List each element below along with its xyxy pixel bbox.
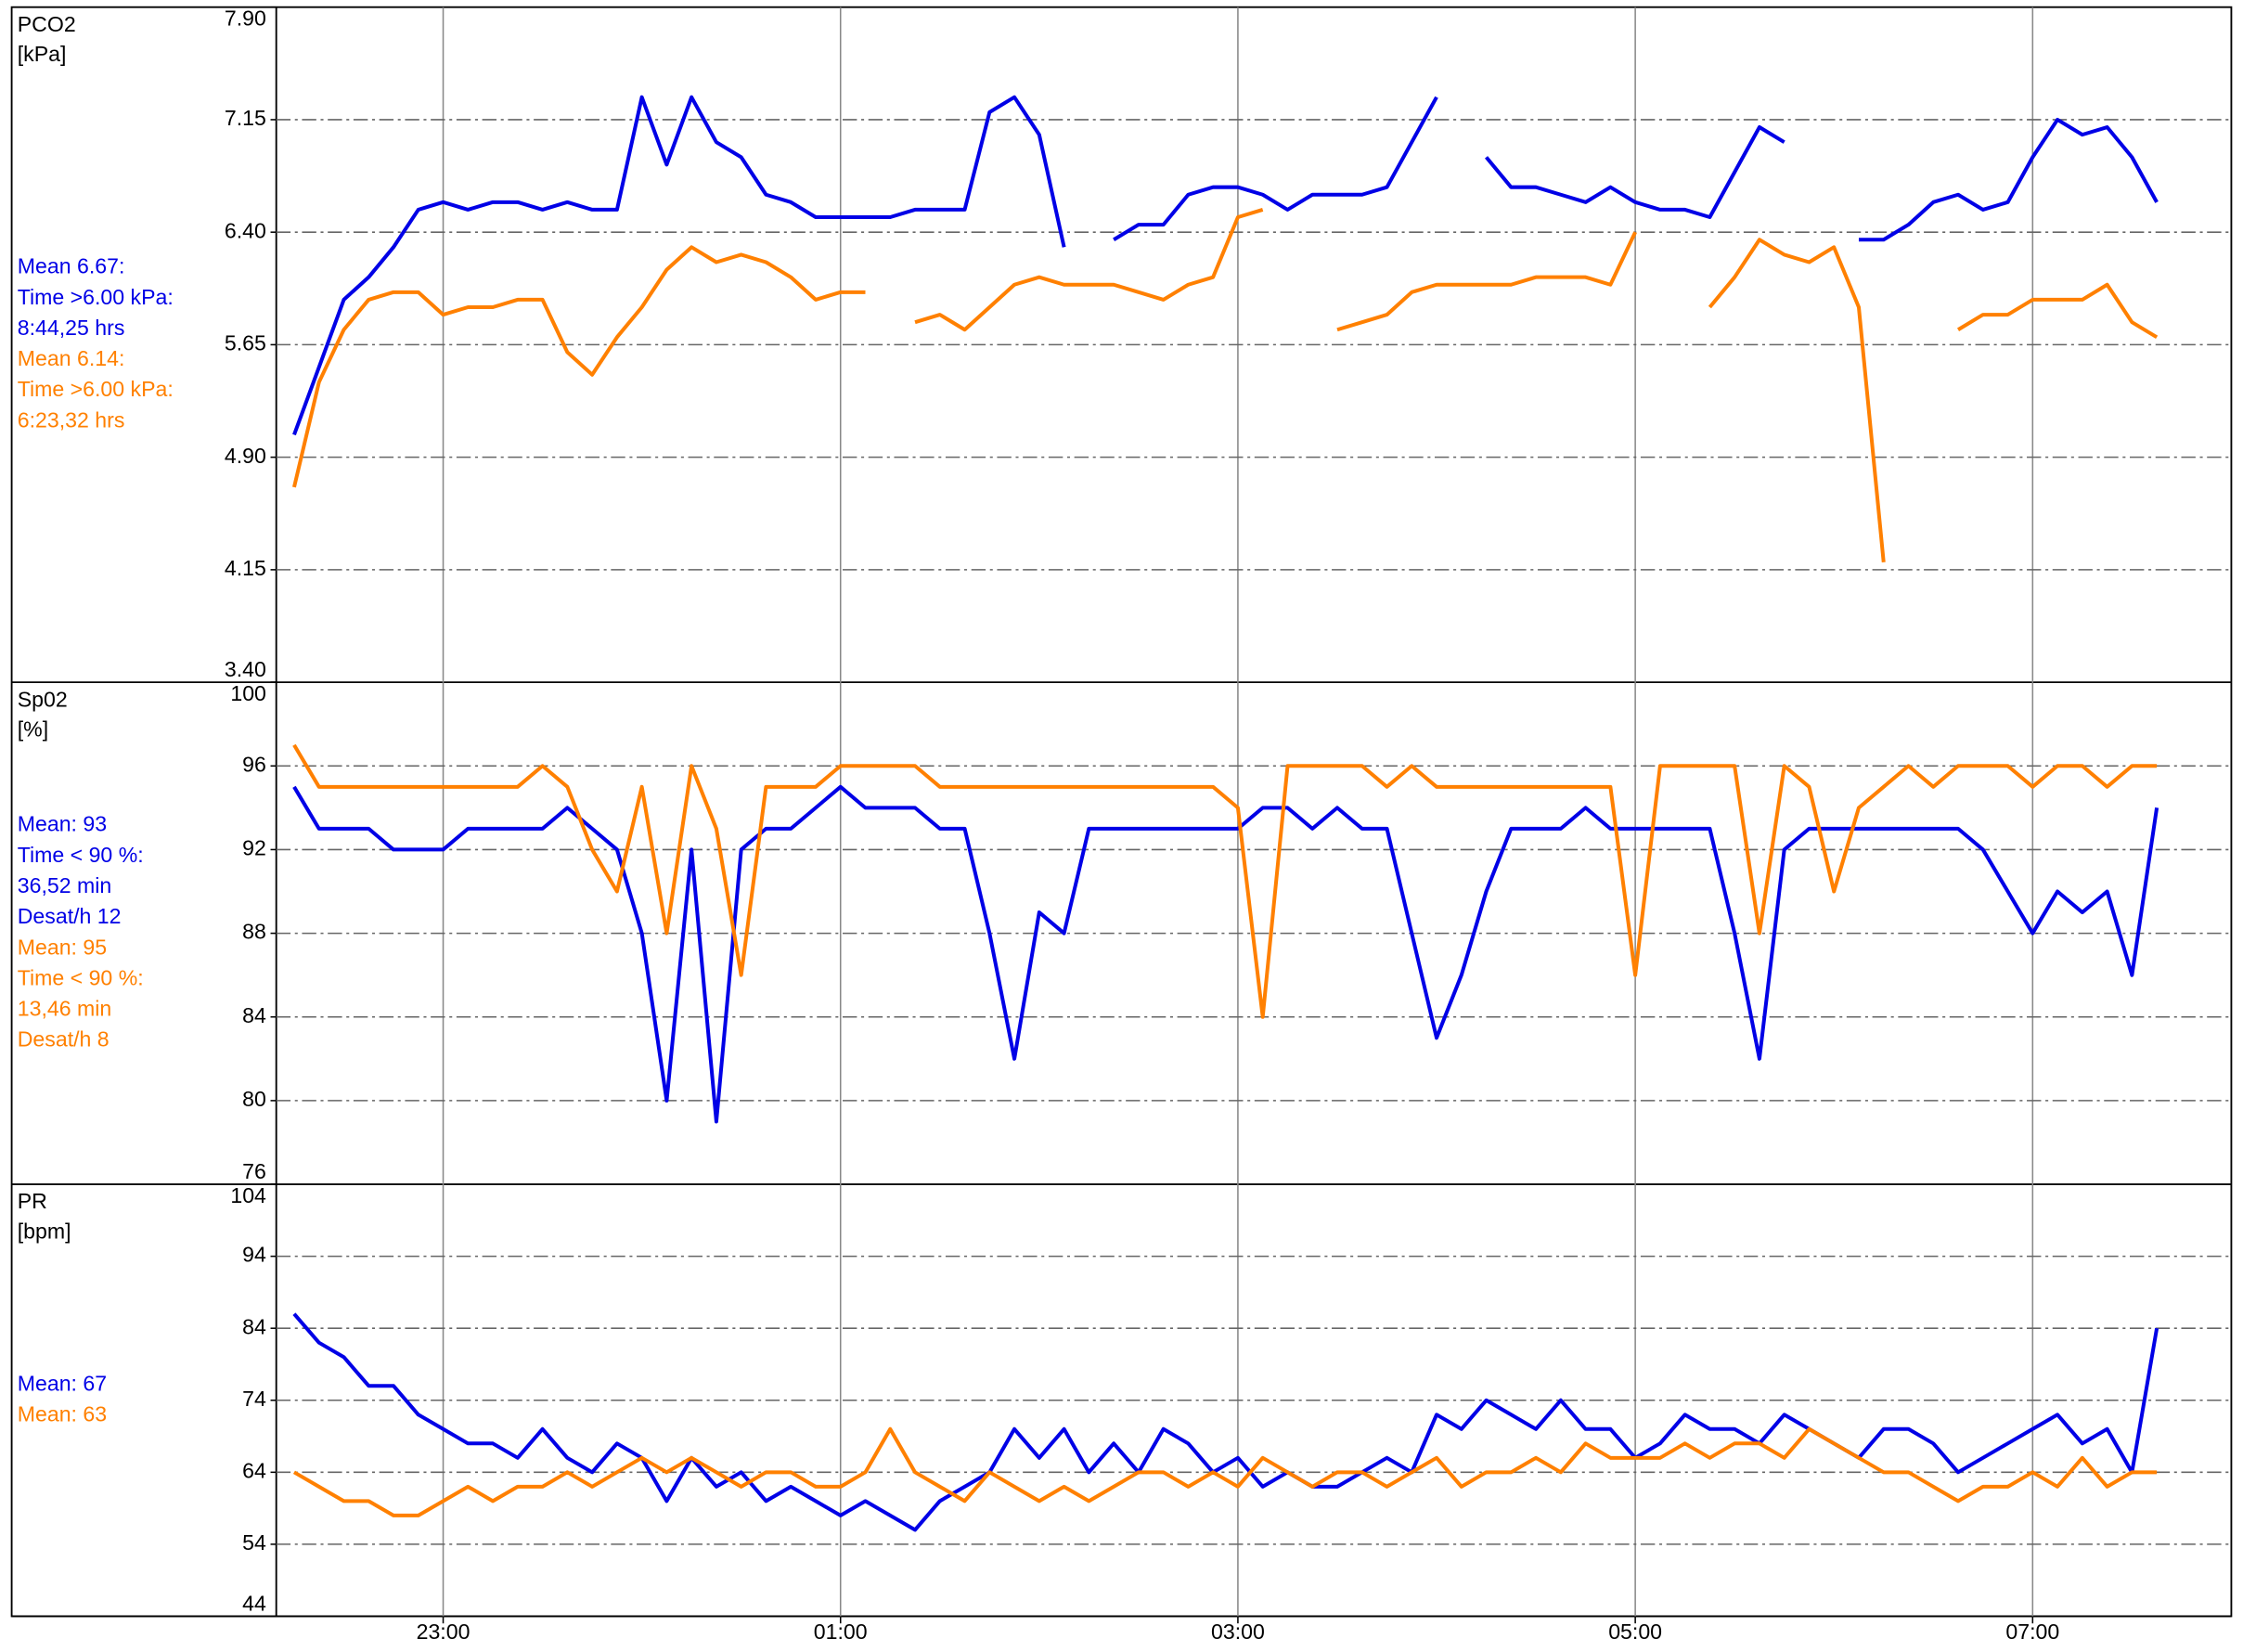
y-tick-label: 64 [242,1458,266,1482]
panel-unit: [bpm] [18,1220,71,1244]
y-tick-label: 74 [242,1387,266,1411]
y-tick-label: 96 [242,752,266,776]
x-tick-label: 05:00 [1608,1620,1662,1644]
summary-note: Mean: 93 [18,812,107,836]
y-tick-label: 6.40 [225,218,266,242]
panel-title: Sp02 [18,687,68,711]
x-tick-label: 01:00 [814,1620,868,1644]
summary-note: Time >6.00 kPa: [18,377,174,401]
data-line [292,1312,2159,1532]
data-line [292,1426,2158,1517]
summary-note: 36,52 min [18,873,112,897]
y-tick-label: 92 [242,836,266,860]
summary-note: Time < 90 %: [18,843,144,867]
y-tick-label: 44 [242,1591,266,1615]
panel-title: PCO2 [18,12,76,36]
y-tick-label: 5.65 [225,331,266,355]
panel-unit: [%] [18,717,48,742]
y-tick-label: 76 [242,1159,266,1183]
summary-note: Mean: 95 [18,935,107,959]
x-tick-label: 07:00 [2005,1620,2059,1644]
y-tick-label: 3.40 [225,657,266,681]
panel-title: PR [18,1189,47,1213]
y-tick-label: 80 [242,1087,266,1111]
panel: PR [bpm] 44 54 64 74 84 94 104 23:00 01:00 03:00 05:… [11,1183,2232,1644]
data-line [292,208,2159,562]
y-tick-label: 4.90 [225,444,266,468]
y-tick-label: 7.90 [225,6,266,31]
y-tick-label: 7.15 [225,106,266,130]
summary-note: Mean: 67 [18,1371,107,1395]
y-tick-label: 100 [230,681,266,705]
panel: Sp02 [%] 76 80 84 88 92 96 100 Mean: 93 Time < 90 … [11,681,2232,1185]
panel-unit: [kPa] [18,42,67,66]
summary-note: Time < 90 %: [18,965,144,989]
summary-note: Desat/h 8 [18,1027,110,1052]
panel: PCO2 [kPa] 3.40 4.15 4.90 5.65 6.40 7.15 7.90 Mea… [11,6,2232,684]
summary-note: 6:23,32 hrs [18,407,125,432]
summary-note: 13,46 min [18,997,112,1021]
x-tick-label: 03:00 [1211,1620,1265,1644]
y-tick-label: 88 [242,920,266,944]
y-tick-label: 54 [242,1530,266,1555]
summary-note: Mean 6.14: [18,346,125,370]
x-tick-label: 23:00 [417,1620,471,1644]
data-line [292,743,2158,1019]
summary-note: Time >6.00 kPa: [18,285,174,309]
summary-note: Mean: 63 [18,1401,107,1426]
y-tick-label: 4.15 [225,556,266,580]
y-tick-label: 94 [242,1243,266,1267]
y-tick-label: 84 [242,1003,266,1027]
data-line [292,95,2159,436]
summary-note: 8:44,25 hrs [18,316,125,340]
data-line [292,784,2159,1124]
y-tick-label: 104 [230,1183,266,1207]
y-tick-label: 84 [242,1314,266,1338]
summary-note: Desat/h 12 [18,904,122,928]
frame [10,6,2233,1618]
summary-note: Mean 6.67: [18,254,125,278]
